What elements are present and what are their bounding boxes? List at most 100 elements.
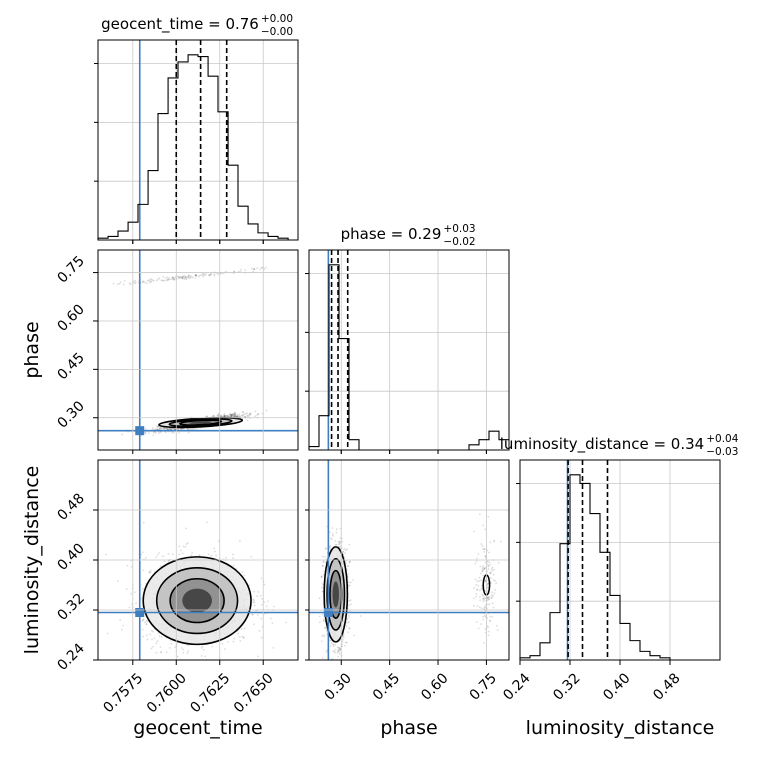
sample-point (185, 527, 187, 530)
sample-point (180, 647, 183, 649)
hist-bar (560, 544, 570, 660)
sample-point (324, 548, 327, 550)
sample-point (486, 617, 489, 619)
sample-point (160, 651, 163, 653)
sample-point (347, 621, 349, 624)
sample-point (487, 564, 490, 567)
sample-point (324, 561, 327, 564)
sample-point (194, 277, 196, 279)
sample-point (342, 550, 345, 553)
sample-point (495, 582, 498, 585)
sample-point (487, 634, 490, 637)
tick-label-x: 0.75 (467, 670, 500, 703)
sample-point (325, 547, 328, 550)
sample-point (182, 276, 185, 279)
sample-point (487, 565, 490, 568)
sample-point (496, 629, 499, 631)
sample-point (170, 428, 173, 431)
sample-point (318, 621, 321, 624)
sample-point (474, 578, 477, 581)
sample-point (483, 641, 485, 644)
contour-line (323, 546, 349, 643)
sample-point (233, 414, 236, 417)
sample-point (243, 415, 246, 418)
sample-point (157, 425, 160, 428)
tick-label-x: 0.30 (322, 670, 355, 703)
sample-point (481, 593, 484, 596)
sample-point (222, 414, 225, 416)
sample-point (105, 553, 107, 556)
sample-point (200, 655, 203, 657)
sample-point (162, 279, 164, 282)
sample-point (155, 651, 158, 654)
sample-point (236, 414, 239, 416)
sample-point (149, 571, 152, 574)
marginal-panel-geocent_time: geocent_time = 0.76 +0.00−0.00 (94, 13, 298, 244)
sample-point (487, 515, 490, 518)
sample-point (144, 556, 147, 559)
sample-point (210, 273, 212, 276)
tick-label-x: 0.40 (600, 670, 633, 703)
sample-point (481, 568, 484, 571)
sample-point (486, 563, 489, 566)
sample-point (217, 412, 220, 415)
sample-point (157, 278, 160, 281)
sample-point (141, 628, 144, 631)
sample-point (204, 655, 207, 658)
sample-point (170, 428, 173, 430)
sample-point (334, 648, 337, 651)
sample-point (348, 604, 350, 607)
sample-point (145, 282, 148, 285)
joint-panel-phase-luminosity_distance (309, 460, 509, 660)
sample-point (171, 431, 173, 434)
sample-point (246, 415, 249, 417)
sample-point (166, 279, 168, 282)
sample-point (260, 617, 263, 620)
sample-point (484, 615, 487, 618)
sample-point (330, 538, 333, 541)
sample-point (320, 575, 323, 578)
sample-point (479, 589, 481, 592)
sample-point (337, 655, 339, 658)
sample-point (232, 557, 235, 559)
sample-point (345, 625, 348, 627)
sample-point (321, 613, 324, 616)
sample-point (335, 543, 338, 546)
sample-point (152, 630, 154, 633)
sample-point (144, 431, 147, 434)
sample-point (481, 567, 484, 569)
scatter-points (105, 521, 288, 660)
sample-point (230, 415, 233, 418)
marginal-title-sup: +0.04 (706, 433, 738, 445)
sample-point (208, 275, 211, 277)
axis-label-y: phase (21, 321, 43, 378)
sample-point (342, 634, 345, 637)
hist-bar (540, 643, 550, 660)
sample-point (213, 547, 216, 550)
tick-label-x: 0.7575 (100, 670, 146, 716)
sample-point (347, 614, 350, 617)
sample-point (155, 642, 158, 645)
sample-point (232, 553, 234, 556)
sample-point (112, 282, 115, 285)
sample-point (166, 427, 168, 430)
sample-point (346, 565, 349, 567)
sample-point (472, 604, 475, 607)
sample-point (191, 552, 194, 554)
sample-point (260, 577, 263, 580)
sample-point (254, 410, 257, 413)
sample-point (158, 635, 161, 638)
sample-point (230, 413, 232, 416)
sample-point (191, 428, 194, 431)
sample-point (337, 649, 339, 651)
sample-point (332, 643, 334, 645)
sample-point (229, 412, 231, 415)
sample-point (231, 413, 233, 416)
sample-point (348, 627, 350, 629)
sample-point (232, 640, 235, 643)
sample-point (162, 279, 164, 282)
hist-bar (600, 552, 610, 660)
sample-point (173, 277, 176, 279)
sample-point (234, 414, 237, 416)
sample-point (483, 567, 486, 570)
